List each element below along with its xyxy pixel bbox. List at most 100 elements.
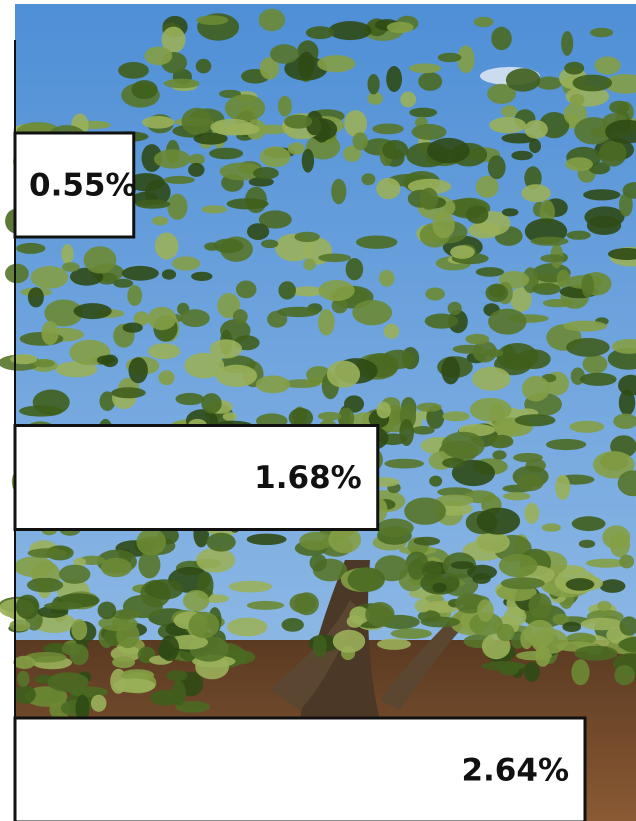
leaf-cluster: [258, 8, 286, 32]
leaf-cluster: [253, 167, 279, 180]
leaf-cluster: [331, 178, 347, 205]
leaf-cluster: [183, 590, 210, 612]
leaf-cluster: [496, 623, 515, 642]
leaf-cluster: [128, 357, 148, 384]
leaf-cluster: [563, 320, 608, 332]
leaf-cluster: [224, 94, 266, 122]
leaf-cluster: [450, 245, 475, 259]
leaf-cluster: [612, 338, 636, 354]
leaf-cluster: [569, 94, 585, 106]
leaf-cluster: [312, 634, 327, 658]
leaf-cluster: [372, 123, 404, 135]
leaf-cluster: [383, 323, 400, 339]
bar: [13, 424, 380, 531]
leaf-cluster: [61, 642, 82, 656]
leaf-cluster: [432, 582, 447, 593]
leaf-cluster: [513, 452, 543, 463]
leaf-cluster: [563, 102, 588, 126]
leaf-cluster: [100, 557, 132, 578]
leaf-cluster: [376, 518, 414, 538]
leaf-cluster: [436, 494, 474, 507]
leaf-cluster: [111, 387, 146, 399]
leaf-cluster: [75, 694, 90, 723]
leaf-cluster: [365, 602, 395, 627]
leaf-cluster: [451, 459, 495, 487]
leaf-cluster: [472, 573, 491, 584]
leaf-cluster: [73, 557, 86, 567]
leaf-cluster: [138, 551, 161, 579]
leaf-cluster: [301, 148, 315, 173]
leaf-cluster: [163, 78, 200, 89]
leaf-cluster: [476, 507, 521, 535]
leaf-cluster: [303, 258, 316, 271]
leaf-cluster: [605, 74, 636, 94]
leaf-cluster: [96, 355, 115, 365]
leaf-cluster: [605, 119, 636, 144]
leaf-cluster: [529, 138, 541, 154]
leaf-cluster: [206, 532, 236, 552]
leaf-cluster: [619, 616, 636, 636]
leaf-cluster: [284, 56, 328, 81]
leaf-cluster: [361, 173, 376, 186]
leaf-cluster: [386, 21, 414, 33]
bar: [13, 131, 136, 239]
leaf-cluster: [489, 117, 526, 134]
leaf-cluster: [97, 601, 117, 620]
leaf-cluster: [588, 162, 611, 175]
leaf-cluster: [545, 438, 587, 451]
leaf-cluster: [175, 392, 205, 406]
leaf-cluster: [562, 621, 581, 633]
leaf-cluster: [578, 539, 596, 549]
leaf-cluster: [450, 561, 475, 570]
leaf-cluster: [172, 256, 201, 271]
leaf-cluster: [121, 265, 159, 281]
leaf-cluster: [27, 548, 68, 558]
value-label: 1.68%: [254, 460, 362, 496]
leaf-cluster: [344, 110, 368, 137]
leaf-cluster: [447, 301, 462, 316]
leaf-cluster: [219, 162, 264, 181]
leaf-cluster: [213, 238, 244, 254]
leaf-cluster: [247, 223, 270, 241]
leaf-cluster: [561, 31, 574, 56]
leaf-cluster: [317, 411, 342, 421]
leaf-cluster: [317, 55, 356, 73]
leaf-cluster: [278, 281, 297, 300]
leaf-cluster: [409, 107, 438, 118]
leaf-cluster: [618, 374, 636, 396]
leaf-cluster: [112, 656, 136, 669]
leaf-cluster: [427, 137, 470, 164]
leaf-cluster: [343, 145, 362, 162]
leaf-cluster: [32, 389, 70, 416]
leaf-cluster: [287, 142, 305, 155]
leaf-cluster: [502, 345, 516, 366]
leaf-cluster: [189, 153, 205, 166]
leaf-cluster: [590, 27, 614, 38]
leaf-cluster: [27, 287, 44, 308]
leaf-cluster: [318, 280, 355, 301]
leaf-cluster: [408, 559, 425, 580]
leaf-cluster: [127, 173, 165, 192]
leaf-cluster: [618, 638, 636, 651]
leaf-cluster: [528, 593, 552, 619]
leaf-cluster: [201, 205, 228, 214]
leaf-cluster: [466, 205, 489, 224]
leaf-cluster: [120, 669, 155, 681]
leaf-cluster: [228, 580, 273, 593]
leaf-cluster: [487, 83, 516, 104]
leaf-cluster: [437, 52, 462, 63]
leaf-cluster: [582, 354, 608, 374]
leaf-cluster: [429, 475, 443, 487]
leaf-cluster: [283, 379, 321, 388]
leaf-cluster: [347, 567, 385, 592]
leaf-cluster: [210, 118, 254, 136]
bars: 0.55% 1.68% 2.64%: [13, 131, 587, 821]
leaf-cluster: [318, 253, 351, 263]
leaf-cluster: [524, 120, 548, 139]
leaf-cluster: [171, 680, 186, 706]
leaf-cluster: [556, 269, 571, 288]
leaf-cluster: [499, 662, 520, 676]
leaf-cluster: [345, 258, 364, 281]
leaf-cluster: [10, 354, 38, 365]
leaf-cluster: [540, 254, 565, 263]
